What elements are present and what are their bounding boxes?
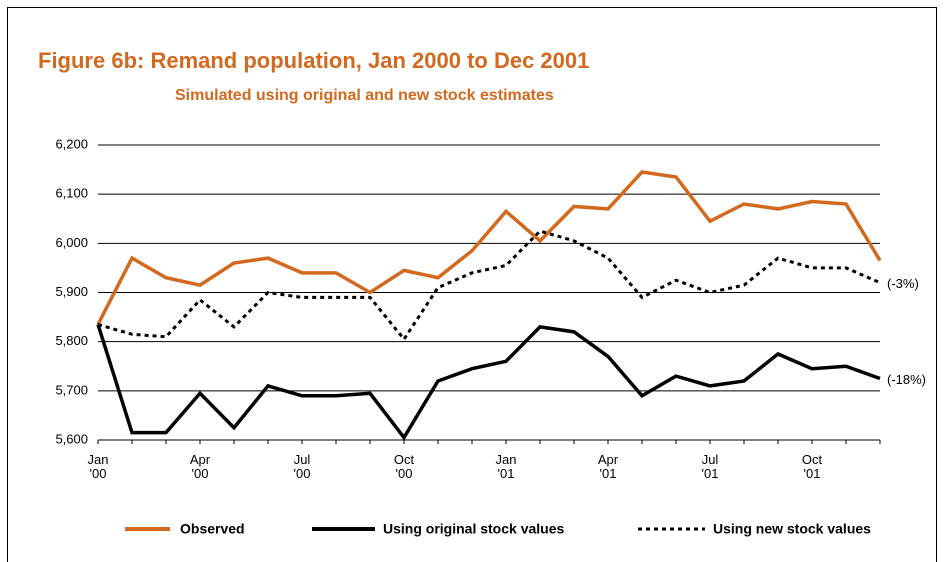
- x-tick-label: Apr '00: [190, 452, 211, 481]
- x-tick-label: Jan '00: [88, 452, 109, 481]
- series-line: [97, 229, 881, 342]
- x-tick-label: Jul '00: [294, 452, 311, 481]
- y-tick-label: 6,100: [55, 186, 88, 201]
- y-tick-label: 6,000: [55, 235, 88, 250]
- x-tick-label: Oct '01: [802, 452, 823, 481]
- x-tick-label: Apr '01: [598, 452, 619, 481]
- y-tick-label: 5,700: [55, 382, 88, 397]
- frame: [7, 7, 937, 562]
- y-tick-label: 5,800: [55, 333, 88, 348]
- series-line: [96, 323, 881, 441]
- legend-label: Using new stock values: [713, 521, 871, 537]
- y-tick-label: 5,600: [55, 431, 88, 446]
- legend-label: Observed: [180, 521, 245, 537]
- series-line: [96, 170, 882, 326]
- y-tick-label: 6,200: [55, 136, 88, 151]
- end-label: (-18%): [887, 372, 926, 387]
- x-tick-label: Jul '01: [702, 452, 719, 481]
- legend-label: Using original stock values: [383, 521, 564, 537]
- chart-title: Figure 6b: Remand population, Jan 2000 t…: [38, 48, 589, 73]
- y-tick-label: 5,900: [55, 284, 88, 299]
- x-tick-label: Oct '00: [394, 452, 415, 481]
- end-label: (-3%): [887, 276, 919, 291]
- x-tick-label: Jan '01: [496, 452, 517, 481]
- chart-subtitle: Simulated using original and new stock e…: [175, 87, 554, 104]
